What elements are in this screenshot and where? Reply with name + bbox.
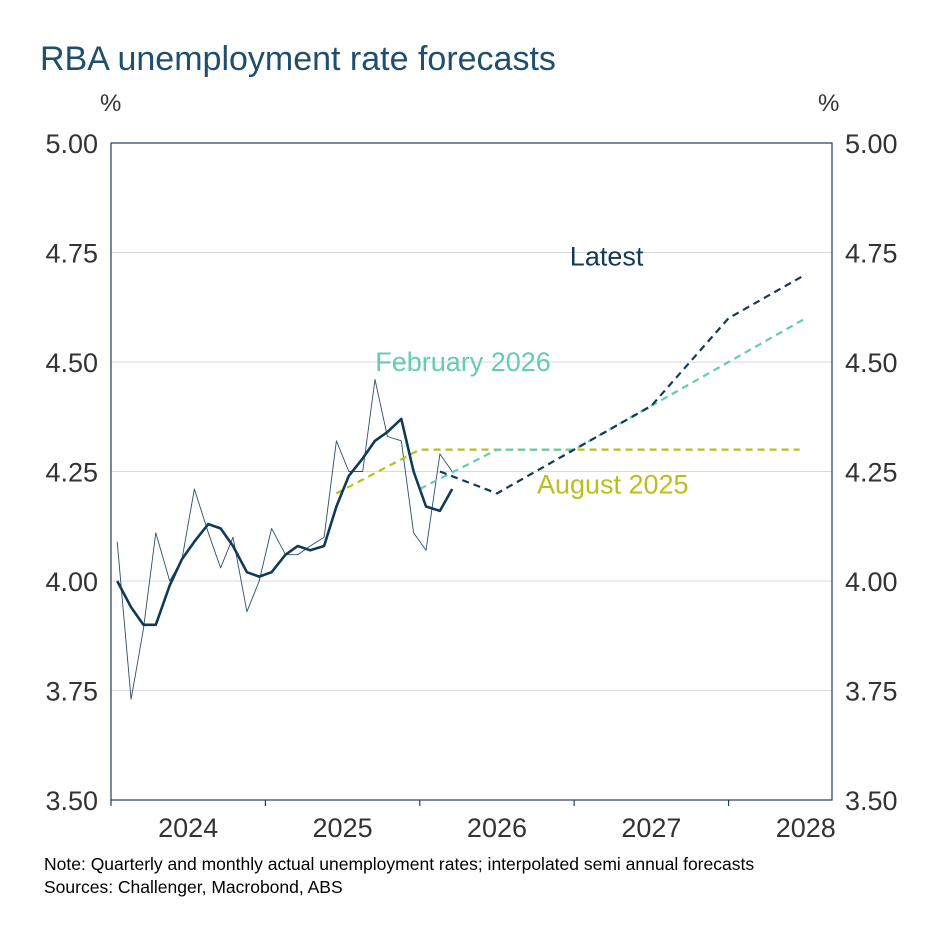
series-label: August 2025 [537, 469, 689, 499]
y-tick-label-right: 5.00 [845, 129, 898, 159]
y-tick-label-left: 3.50 [45, 786, 98, 816]
note-text: Note: Quarterly and monthly actual unemp… [44, 854, 755, 874]
x-tick-label: 2028 [776, 813, 836, 843]
series-forecast-line [419, 317, 807, 490]
y-tick-label-left: 4.50 [45, 348, 98, 378]
y-axes: 5.00 5.00 4.75 4.75 4.50 4.50 4.25 4.25 4.00 4.00… [45, 129, 897, 816]
series-forecast-line [439, 273, 807, 495]
y-tick-label-right: 3.75 [845, 677, 898, 707]
x-tick-label: 2027 [621, 813, 681, 843]
right-axis-unit: % [818, 90, 840, 117]
y-tick-label-left: 4.75 [45, 239, 98, 269]
x-axis: 2024 2025 2026 2027 2028 [110, 800, 836, 843]
chart-title: RBA unemployment rate forecasts [40, 40, 556, 78]
y-tick-label-left: 4.00 [45, 567, 98, 597]
y-tick-label-right: 3.50 [845, 786, 898, 816]
series-monthly-actual [116, 379, 453, 700]
series-label: Latest [570, 242, 644, 272]
series-label: February 2026 [375, 347, 551, 377]
plot-frame [110, 142, 833, 801]
x-tick-label: 2025 [313, 813, 373, 843]
left-axis-unit: % [100, 90, 122, 117]
sources-text: Sources: Challenger, Macrobond, ABS [44, 877, 343, 897]
y-tick-label-left: 4.25 [45, 458, 98, 488]
gridlines [111, 252, 832, 691]
series-lines [116, 273, 807, 700]
series-labels: Latest February 2026 August 2025 [375, 242, 688, 500]
series-quarterly-actual [116, 417, 454, 627]
y-tick-label-left: 3.75 [45, 677, 98, 707]
x-tick-label: 2026 [467, 813, 527, 843]
y-tick-label-right: 4.75 [845, 239, 898, 269]
footnotes: Note: Quarterly and monthly actual unemp… [44, 853, 754, 899]
y-tick-label-right: 4.00 [845, 567, 898, 597]
y-tick-label-right: 4.25 [845, 458, 898, 488]
y-tick-label-right: 4.50 [845, 348, 898, 378]
x-tick-label: 2024 [158, 813, 218, 843]
y-tick-label-left: 5.00 [45, 129, 98, 159]
